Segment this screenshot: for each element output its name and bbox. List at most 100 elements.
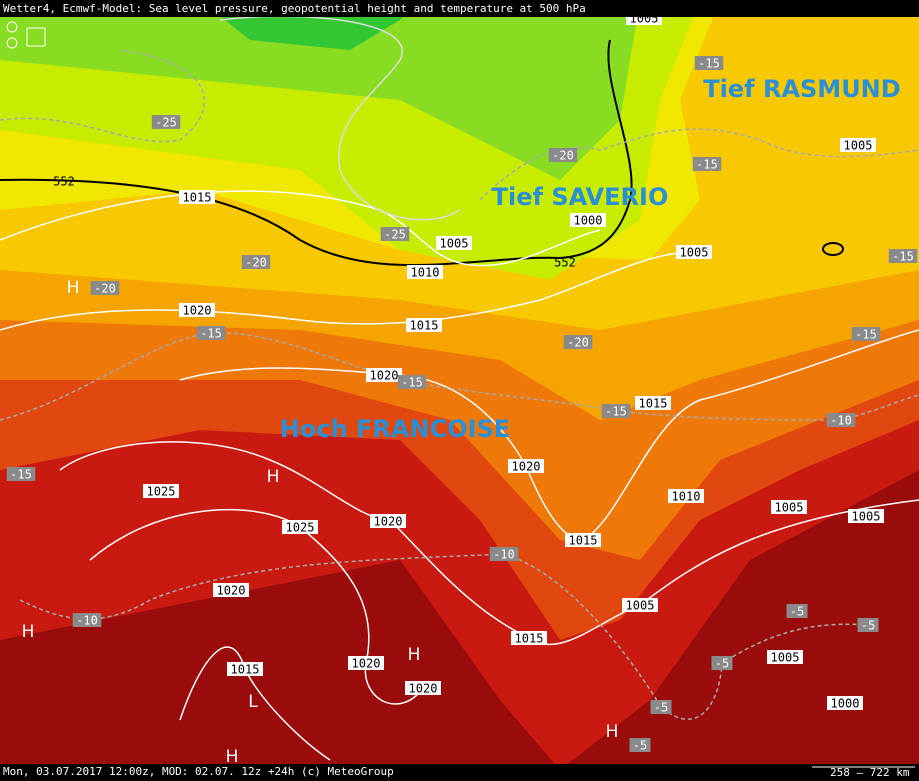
temperature-label: -10 <box>826 413 856 428</box>
isobar-label: 1015 <box>511 631 547 646</box>
isobar-label-text: 1000 <box>574 214 603 228</box>
temperature-label-text: -5 <box>790 605 804 619</box>
isobar-label: 1020 <box>405 681 441 696</box>
temperature-label-text: -15 <box>696 158 718 172</box>
temperature-label-box <box>826 413 856 427</box>
isobar-label: 1005 <box>771 500 807 515</box>
isobar-label-text: 1020 <box>409 682 438 696</box>
temperature-label-text: -15 <box>698 57 720 71</box>
isobar-label-text: 1010 <box>672 490 701 504</box>
isobar-label: 1020 <box>366 368 402 383</box>
isobar-label: 1000 <box>827 696 863 711</box>
temperature-label-text: -10 <box>493 548 515 562</box>
isobar-label-text: 1010 <box>411 266 440 280</box>
isobar-label-text: 1015 <box>639 397 668 411</box>
isobar-label-box <box>635 396 671 410</box>
temperature-label: -20 <box>563 335 593 350</box>
temperature-label: -25 <box>151 115 181 130</box>
temperature-label: -10 <box>72 613 102 628</box>
temperature-contour <box>479 128 919 201</box>
temperature-label-box <box>548 148 578 162</box>
height-contour <box>822 242 844 256</box>
temperature-label-text: -20 <box>94 282 116 296</box>
temperature-label-text: -15 <box>855 328 877 342</box>
map-labels: 1005 1005 1015 1000 1005 1005 1010 1020 1015 1020… <box>6 11 918 767</box>
nav-control[interactable] <box>6 21 46 49</box>
pressure-center: H <box>267 467 280 487</box>
temperature-contour <box>0 49 206 143</box>
isobar-label: 1020 <box>508 459 544 474</box>
isobar-label: 1015 <box>406 318 442 333</box>
isobar-label-box <box>840 138 876 152</box>
temperature-label-box <box>6 467 36 481</box>
temperature-label: -5 <box>711 656 733 671</box>
isobar <box>59 441 919 645</box>
isobar-label: 1015 <box>635 396 671 411</box>
temperature-label-text: -5 <box>654 701 668 715</box>
height-label: 552 <box>554 256 576 270</box>
isobar-label: 1020 <box>370 514 406 529</box>
isobar-label-box <box>570 213 606 227</box>
zoom-in[interactable] <box>6 21 18 33</box>
temperature-label-box <box>489 547 519 561</box>
isobar-label: 1020 <box>213 583 249 598</box>
isobar-label-text: 1005 <box>626 599 655 613</box>
isobar-label-box <box>668 489 704 503</box>
isobar-label-text: 1005 <box>771 651 800 665</box>
isobar-label: 1005 <box>840 138 876 153</box>
isobar-label-box <box>348 656 384 670</box>
zoom-out[interactable] <box>6 37 18 49</box>
temperature-label-box <box>90 281 120 295</box>
isobar-label-box <box>406 318 442 332</box>
isobar-label-box <box>179 303 215 317</box>
temperature-label-text: -5 <box>861 619 875 633</box>
isobar-label-text: 1005 <box>844 139 873 153</box>
isobar-label-box <box>370 514 406 528</box>
isobar <box>219 15 461 221</box>
footer-scale: 258 – 722 km <box>830 766 910 779</box>
temperature-label-box <box>380 227 410 241</box>
temperature-label-box <box>196 326 226 340</box>
pressure-center: H <box>22 622 35 642</box>
temperature-label: -20 <box>548 148 578 163</box>
pressure-center: H <box>226 747 239 767</box>
system-name: Hoch FRANCOISE <box>280 415 510 443</box>
temperature-label-text: -15 <box>892 250 914 264</box>
pan-control[interactable] <box>26 27 46 47</box>
isobar-label: 1025 <box>143 484 179 499</box>
temperature-label-text: -5 <box>715 657 729 671</box>
isobar-label: 1005 <box>676 245 712 260</box>
temperature-label: -5 <box>786 604 808 619</box>
isobar-label-text: 1020 <box>352 657 381 671</box>
isobar-label-text: 1020 <box>217 584 246 598</box>
temperature-label: -15 <box>6 467 36 482</box>
temperature-label-text: -15 <box>605 405 627 419</box>
isobar <box>0 251 701 331</box>
temperature-label-text: -10 <box>830 414 852 428</box>
temperature-label-text: -25 <box>384 228 406 242</box>
isobar-label: 1020 <box>348 656 384 671</box>
isobar-label-box <box>436 236 472 250</box>
height-label-text: 552 <box>53 175 75 189</box>
isobar-label-box <box>848 509 884 523</box>
isobar-label-box <box>179 190 215 204</box>
temperature-label-box <box>151 115 181 129</box>
isobar-label-text: 1020 <box>183 304 212 318</box>
isobar-label-text: 1025 <box>286 521 315 535</box>
isobar-label: 1005 <box>436 236 472 251</box>
temperature-label: -5 <box>857 618 879 633</box>
isobar-label-text: 1025 <box>147 485 176 499</box>
isobar-label-box <box>565 533 601 547</box>
height-label-text: 552 <box>554 256 576 270</box>
temperature-label-text: -10 <box>76 614 98 628</box>
temperature-label: -20 <box>90 281 120 296</box>
temperature-label: -15 <box>692 157 722 172</box>
temperature-label-box <box>601 404 631 418</box>
isobar-label-text: 1005 <box>440 237 469 251</box>
isobar-label-box <box>771 500 807 514</box>
isobar-label-box <box>227 662 263 676</box>
temperature-label-box <box>888 249 918 263</box>
isobar-label: 1020 <box>179 303 215 318</box>
